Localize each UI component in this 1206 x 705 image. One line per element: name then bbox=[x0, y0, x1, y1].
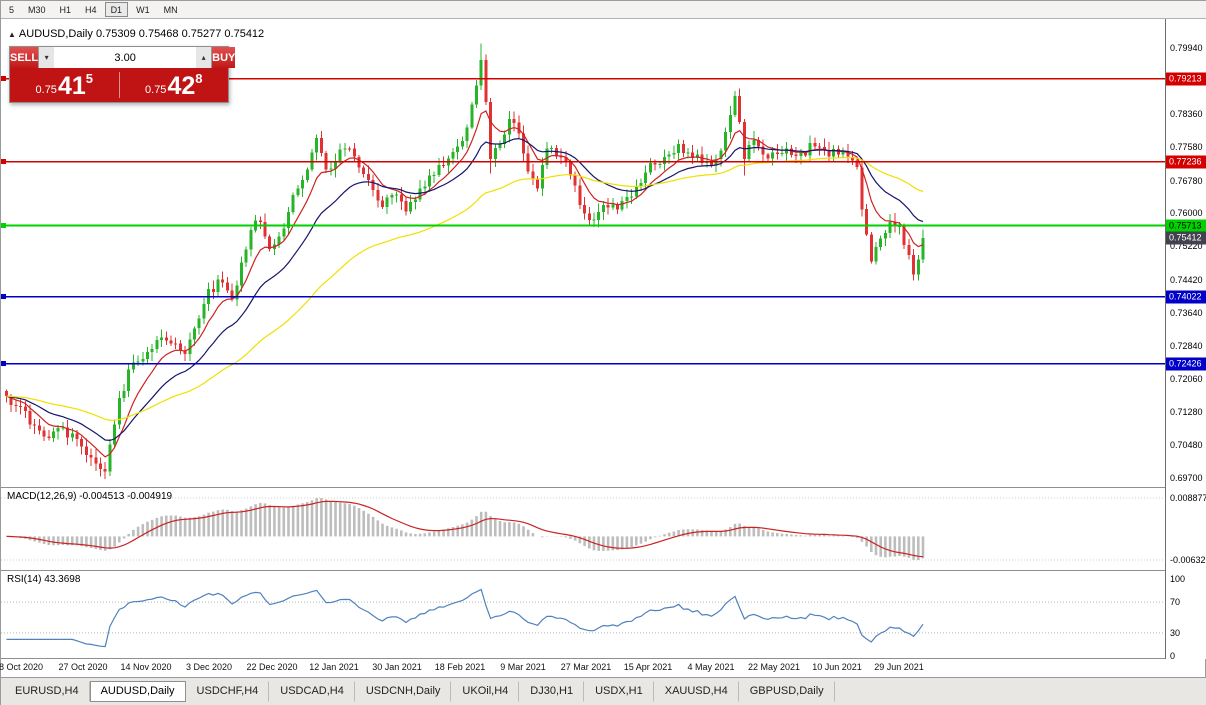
date-axis-label: 12 Jan 2021 bbox=[309, 662, 359, 672]
date-axis-label: 9 Mar 2021 bbox=[500, 662, 546, 672]
timeframe-button-5[interactable]: 5 bbox=[3, 2, 20, 17]
date-axis-label: 22 Dec 2020 bbox=[246, 662, 298, 672]
macd-chart[interactable] bbox=[1, 488, 1165, 570]
date-axis-label: 14 Nov 2020 bbox=[120, 662, 172, 672]
chart-title: ▲ AUDUSD,Daily 0.75309 0.75468 0.75277 0.… bbox=[8, 28, 264, 40]
timeframe-button-w1[interactable]: W1 bbox=[130, 2, 156, 17]
trade-prices-row: 0.75 41 5 0.75 42 8 bbox=[10, 68, 228, 102]
macd-title: MACD(12,26,9) -0.004513 -0.004919 bbox=[7, 491, 173, 502]
macd-panel: MACD(12,26,9) -0.004513 -0.004919 bbox=[1, 488, 1165, 570]
price-axis-label: 0.78360 bbox=[1170, 109, 1203, 120]
hline-price-box: 0.79213 bbox=[1166, 72, 1206, 86]
date-axis-label: 10 Jun 2021 bbox=[812, 662, 862, 672]
hline-price-box: 0.72426 bbox=[1166, 357, 1206, 371]
volume-control: ▾ ▴ bbox=[38, 47, 213, 68]
timeframe-button-h1[interactable]: H1 bbox=[54, 2, 78, 17]
chart-ohlc-values: 0.75309 0.75468 0.75277 0.75412 bbox=[95, 28, 265, 40]
chart-tab-audusd-daily[interactable]: AUDUSD,Daily bbox=[89, 681, 186, 702]
sell-price-main: 41 bbox=[57, 72, 86, 100]
date-axis-label: 22 May 2021 bbox=[747, 662, 801, 672]
date-axis[interactable]: 8 Oct 2020 27 Oct 2020 14 Nov 2020 3 Dec 20… bbox=[0, 659, 1165, 677]
date-axis-label: 4 May 2021 bbox=[687, 662, 735, 672]
price-axis-label: 0.71280 bbox=[1170, 406, 1203, 417]
rsi-title: RSI(14) 43.3698 bbox=[7, 574, 81, 585]
chart-tab-xauusd-h4[interactable]: XAUUSD,H4 bbox=[654, 681, 739, 702]
chart-tab-gbpusd-daily[interactable]: GBPUSD,Daily bbox=[739, 681, 835, 702]
buy-price-pip: 8 bbox=[195, 71, 203, 86]
rsi-level-label: 70 bbox=[1170, 597, 1181, 608]
date-axis-label: 8 Oct 2020 bbox=[0, 662, 44, 672]
rsi-panel: RSI(14) 43.3698 bbox=[1, 571, 1165, 658]
chart-tab-usdcnh-daily[interactable]: USDCNH,Daily bbox=[355, 681, 452, 702]
chart-symbol-icon: ▲ bbox=[8, 30, 16, 39]
price-axis-label: 0.74420 bbox=[1170, 274, 1203, 285]
panel-separator bbox=[1, 658, 1206, 659]
sell-price-display[interactable]: 0.75 41 5 bbox=[10, 68, 119, 102]
volume-decrease-button[interactable]: ▾ bbox=[39, 47, 55, 68]
panel-separator bbox=[1, 487, 1206, 488]
rsi-chart[interactable] bbox=[1, 571, 1165, 658]
rsi-level-label: 100 bbox=[1170, 574, 1186, 584]
price-axis-label: 0.79940 bbox=[1170, 43, 1203, 53]
hline-price-box: 0.74022 bbox=[1166, 290, 1206, 303]
price-divider bbox=[118, 72, 120, 98]
date-axis-label: 29 Jun 2021 bbox=[874, 662, 924, 672]
chart-tab-usdchf-h4[interactable]: USDCHF,H4 bbox=[186, 681, 270, 702]
date-axis-label: 15 Apr 2021 bbox=[623, 662, 673, 672]
date-axis-label: 27 Mar 2021 bbox=[560, 662, 612, 672]
buy-price-display[interactable]: 0.75 42 8 bbox=[120, 68, 229, 102]
price-chart[interactable] bbox=[1, 19, 1165, 487]
sell-button[interactable]: SELL bbox=[10, 47, 39, 68]
panel-separator bbox=[1, 570, 1206, 571]
date-axis-label: 3 Dec 2020 bbox=[185, 662, 233, 672]
sell-price-pip: 5 bbox=[85, 71, 93, 86]
chart-symbol-label: AUDUSD,Daily bbox=[18, 28, 93, 40]
chart-tab-bar: EURUSD,H4 AUDUSD,Daily USDCHF,H4 USDCAD,H4 U… bbox=[1, 677, 1206, 705]
date-axis-label: 27 Oct 2020 bbox=[58, 662, 108, 672]
timeframe-button-m30[interactable]: M30 bbox=[22, 2, 52, 17]
timeframe-button-d1[interactable]: D1 bbox=[104, 2, 129, 17]
price-axis-label: 0.72060 bbox=[1170, 373, 1203, 384]
price-axis-label: 0.76000 bbox=[1170, 208, 1203, 219]
price-axis-label: 0.69700 bbox=[1170, 473, 1203, 483]
date-axis-label: 18 Feb 2021 bbox=[434, 662, 486, 672]
hline-price-box: 0.75713 bbox=[1166, 219, 1206, 232]
hline-price-box: 0.77236 bbox=[1166, 155, 1206, 169]
current-price-box: 0.75412 bbox=[1166, 231, 1206, 245]
rsi-level-label: 0 bbox=[1170, 651, 1176, 661]
price-axis-label: 0.72840 bbox=[1170, 341, 1203, 352]
buy-button[interactable]: BUY bbox=[212, 47, 236, 68]
buy-price-prefix: 0.75 bbox=[145, 84, 167, 96]
main-chart-area: ▲ AUDUSD,Daily 0.75309 0.75468 0.75277 0.… bbox=[1, 19, 1165, 487]
price-axis-label: 0.76780 bbox=[1170, 175, 1203, 186]
date-axis-label: 30 Jan 2021 bbox=[372, 662, 422, 672]
chart-tab-eurusd-h4[interactable]: EURUSD,H4 bbox=[4, 681, 90, 702]
chart-tab-dj30-h1[interactable]: DJ30,H1 bbox=[519, 681, 585, 702]
volume-input[interactable] bbox=[54, 47, 197, 68]
chart-tab-ukoil-h4[interactable]: UKOil,H4 bbox=[451, 681, 520, 702]
sell-price-prefix: 0.75 bbox=[35, 84, 57, 96]
buy-price-main: 42 bbox=[167, 72, 196, 100]
price-axis-label: 0.70480 bbox=[1170, 440, 1203, 451]
volume-increase-button[interactable]: ▴ bbox=[196, 47, 212, 68]
macd-axis-max-label: 0.008877 bbox=[1170, 493, 1206, 503]
timeframe-button-h4[interactable]: H4 bbox=[79, 2, 103, 17]
timeframe-button-mn[interactable]: MN bbox=[158, 2, 184, 17]
chart-tab-usdcad-h4[interactable]: USDCAD,H4 bbox=[269, 681, 355, 702]
price-axis-label: 0.73640 bbox=[1170, 307, 1203, 318]
rsi-level-label: 30 bbox=[1170, 627, 1181, 638]
macd-axis-min-label: -0.00632 bbox=[1170, 555, 1206, 565]
timeframe-toolbar: 5 M30 H1 H4 D1 W1 MN bbox=[1, 1, 1206, 19]
chart-tab-usdx-h1[interactable]: USDX,H1 bbox=[584, 681, 654, 702]
price-axis[interactable]: 0.799400.791600.783600.775800.767800.760… bbox=[1165, 19, 1206, 661]
price-axis-label: 0.75220 bbox=[1170, 241, 1203, 252]
trade-controls-row: SELL ▾ ▴ BUY bbox=[10, 47, 236, 68]
price-axis-label: 0.77580 bbox=[1170, 142, 1203, 153]
